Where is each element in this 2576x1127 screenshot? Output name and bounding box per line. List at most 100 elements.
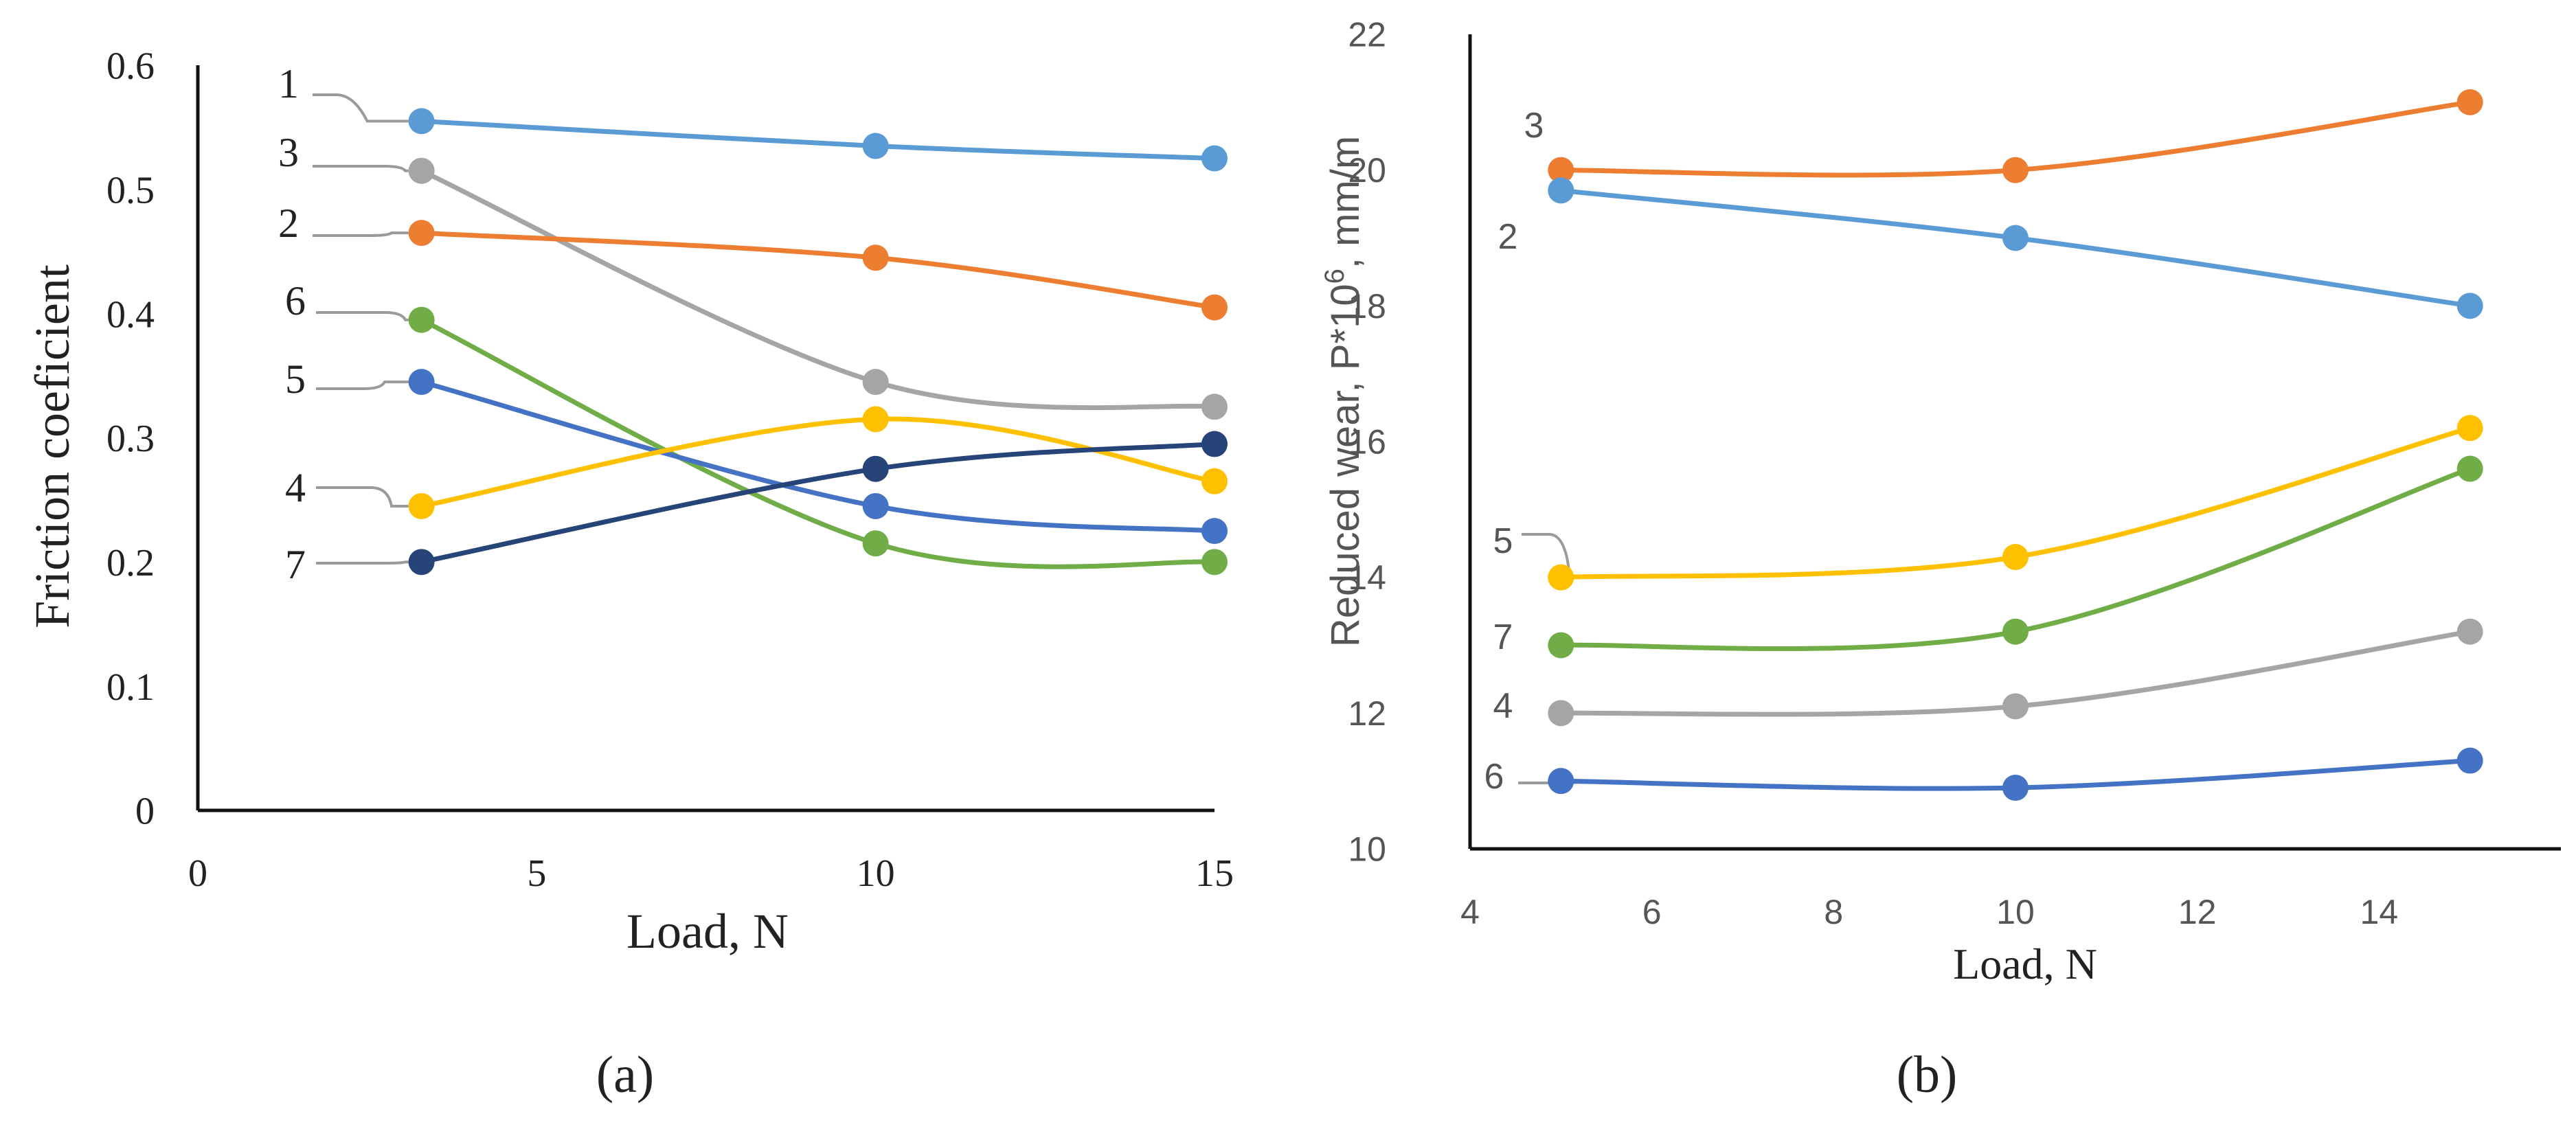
chart-b-y-tick-label: 20 bbox=[1348, 151, 1386, 190]
chart-b-y-tick-label: 18 bbox=[1348, 287, 1386, 326]
chart-b-ylabel-sup: 6 bbox=[1320, 269, 1350, 284]
data-point-series-3 bbox=[1201, 394, 1228, 420]
chart-a-series-lines bbox=[419, 118, 1217, 569]
series-line-2 bbox=[419, 230, 1217, 310]
chart-b-y-tick-label: 16 bbox=[1348, 423, 1386, 462]
data-point-series-5 bbox=[2456, 415, 2483, 442]
chart-b-axes bbox=[1468, 34, 2561, 851]
data-point-series-7 bbox=[1548, 632, 1574, 659]
chart-b-y-tick-label: 14 bbox=[1348, 558, 1386, 597]
data-point-series-2 bbox=[862, 244, 889, 271]
chart-a-series-labels: 1 3 2 6 5 4 7 bbox=[278, 61, 306, 587]
data-point-series-3 bbox=[1548, 157, 1574, 183]
series-line-5 bbox=[419, 379, 1217, 534]
data-point-series-1 bbox=[1201, 145, 1228, 172]
data-point-series-6 bbox=[1201, 549, 1228, 576]
chart-b-panel-label: (b) bbox=[1897, 1046, 1958, 1104]
series-line-3 bbox=[419, 168, 1217, 411]
data-point-series-1 bbox=[408, 108, 435, 135]
chart-b-y-tick-label: 10 bbox=[1348, 830, 1386, 869]
series-label-4: 4 bbox=[285, 465, 306, 510]
data-point-series-5 bbox=[1548, 564, 1574, 591]
data-point-series-6 bbox=[2456, 747, 2483, 774]
data-point-series-4 bbox=[862, 406, 889, 433]
series-label-1: 1 bbox=[278, 61, 299, 106]
series-label-5: 5 bbox=[1493, 521, 1513, 561]
chart-b-x-tick-label: 10 bbox=[1996, 893, 2035, 931]
data-point-series-3 bbox=[2456, 89, 2483, 115]
chart-a-panel-label: (a) bbox=[596, 1046, 654, 1104]
chart-a: 0 5 10 15 0 0.1 0.2 0.3 0.4 0.5 0.6 1 3 2 6 5 4 7 Load, … bbox=[25, 45, 1234, 1104]
series-label-5: 5 bbox=[285, 356, 306, 402]
chart-b-x-tick-label: 4 bbox=[1460, 893, 1480, 931]
data-point-series-2 bbox=[2002, 225, 2029, 251]
data-point-series-7 bbox=[1201, 431, 1228, 457]
data-point-series-4 bbox=[2456, 618, 2483, 645]
chart-b-y-tick-label: 12 bbox=[1348, 694, 1386, 733]
chart-a-x-tick-label: 15 bbox=[1195, 852, 1234, 895]
leader-line-4 bbox=[316, 486, 409, 508]
series-label-4: 4 bbox=[1493, 686, 1513, 726]
series-label-6: 6 bbox=[1484, 757, 1504, 797]
chart-b-x-tick-label: 14 bbox=[2360, 893, 2399, 931]
data-point-series-2 bbox=[1548, 177, 1574, 204]
series-line-7 bbox=[419, 442, 1217, 565]
data-point-series-2 bbox=[2456, 293, 2483, 319]
series-label-2: 2 bbox=[278, 201, 299, 246]
chart-a-y-tick-label: 0.3 bbox=[106, 418, 155, 460]
series-label-6: 6 bbox=[285, 278, 306, 323]
chart-b-series-labels: 3 2 5 7 4 6 bbox=[1484, 106, 1544, 797]
chart-b-series-lines bbox=[1558, 100, 2473, 791]
chart-b-xlabel: Load, N bbox=[1953, 940, 2097, 988]
series-label-7: 7 bbox=[285, 542, 306, 587]
data-point-series-6 bbox=[408, 306, 435, 333]
data-point-series-6 bbox=[862, 530, 889, 557]
chart-a-xlabel: Load, N bbox=[626, 904, 789, 959]
chart-b-points bbox=[1548, 89, 2483, 801]
series-line-6 bbox=[419, 317, 1217, 569]
leader-line-3 bbox=[313, 165, 409, 172]
series-label-2: 2 bbox=[1498, 217, 1518, 257]
series-line-4 bbox=[419, 416, 1217, 509]
data-point-series-4 bbox=[1201, 468, 1228, 494]
leader-line-1 bbox=[313, 93, 409, 123]
data-point-series-4 bbox=[2002, 693, 2029, 720]
leader-line-5 bbox=[316, 380, 409, 390]
chart-a-axes bbox=[196, 65, 1214, 812]
chart-a-y-tick-label: 0.5 bbox=[106, 169, 155, 212]
chart-a-y-tick-label: 0.6 bbox=[106, 45, 155, 88]
data-point-series-5 bbox=[862, 492, 889, 519]
data-point-series-6 bbox=[2002, 775, 2029, 801]
chart-a-x-tick-label: 5 bbox=[527, 852, 546, 895]
data-point-series-7 bbox=[2456, 455, 2483, 482]
data-point-series-4 bbox=[1548, 700, 1574, 727]
data-point-series-6 bbox=[1548, 768, 1574, 795]
data-point-series-5 bbox=[2002, 544, 2029, 571]
data-point-series-7 bbox=[2002, 618, 2029, 645]
chart-a-leader-lines bbox=[313, 93, 409, 565]
chart-b-x-tick-label: 6 bbox=[1642, 893, 1662, 931]
data-point-series-5 bbox=[1201, 518, 1228, 545]
data-point-series-3 bbox=[2002, 157, 2029, 183]
series-label-3: 3 bbox=[1524, 106, 1544, 146]
data-point-series-2 bbox=[408, 220, 435, 247]
chart-a-y-tick-label: 0.4 bbox=[106, 293, 155, 336]
chart-b-ylabel-main: Reduced wear, P*10 bbox=[1323, 284, 1368, 647]
series-label-7: 7 bbox=[1493, 617, 1513, 657]
chart-b-x-tick-label: 8 bbox=[1824, 893, 1843, 931]
chart-b-ticks: 4 6 8 10 12 14 10 12 14 16 18 20 22 bbox=[1348, 16, 2398, 932]
chart-b-ylabel-suffix: , mm/m bbox=[1323, 136, 1368, 269]
leader-line-2 bbox=[313, 231, 409, 237]
leader-line-6 bbox=[316, 311, 409, 321]
chart-b-x-tick-label: 12 bbox=[2178, 893, 2217, 931]
chart-b-ylabel: Reduced wear, P*106, mm/m bbox=[1320, 136, 1368, 647]
data-point-series-2 bbox=[1201, 294, 1228, 321]
chart-a-y-tick-label: 0 bbox=[135, 790, 155, 833]
series-label-3: 3 bbox=[278, 130, 299, 175]
data-point-series-3 bbox=[862, 369, 889, 396]
series-line-1 bbox=[419, 118, 1217, 161]
data-point-series-7 bbox=[408, 549, 435, 576]
chart-a-y-tick-label: 0.2 bbox=[106, 542, 155, 584]
data-point-series-7 bbox=[862, 455, 889, 482]
